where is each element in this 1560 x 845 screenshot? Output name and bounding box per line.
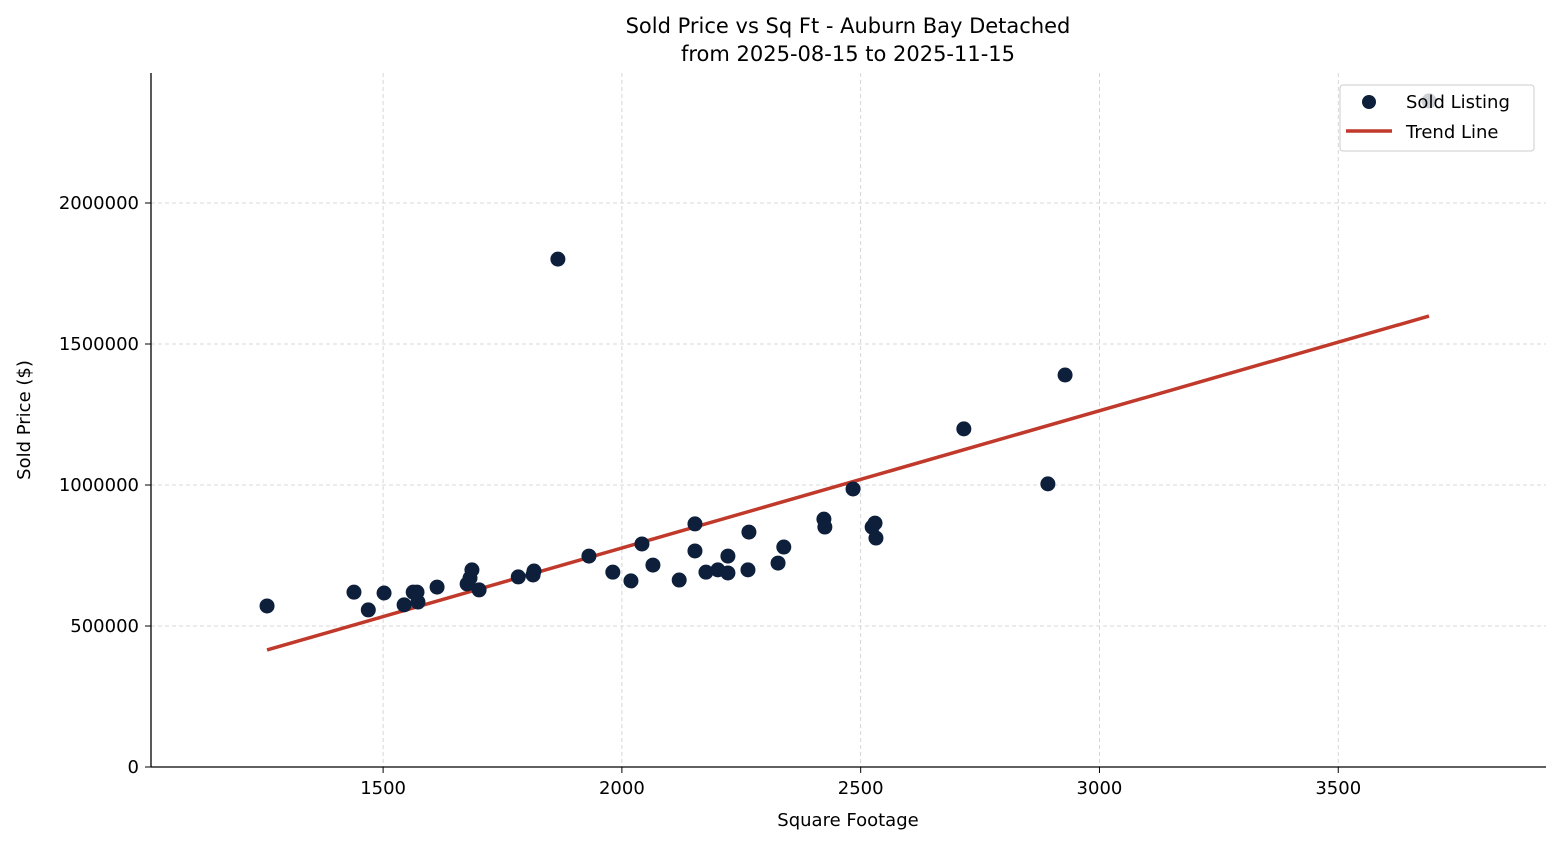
data-point (396, 597, 412, 613)
x-tick-label: 2000 (599, 778, 645, 799)
data-point (867, 515, 883, 531)
y-tick-label: 0 (128, 757, 139, 778)
data-point (698, 564, 714, 580)
legend-label-trend-line: Trend Line (1405, 122, 1499, 143)
y-tick-label: 1500000 (59, 334, 139, 355)
x-tick-label: 2500 (838, 778, 884, 799)
x-tick-label: 1500 (360, 778, 406, 799)
chart-title: Sold Price vs Sq Ft - Auburn Bay Detache… (626, 14, 1071, 38)
legend-marker-sold-listing (1362, 95, 1376, 109)
data-point (605, 564, 621, 580)
data-point (776, 539, 792, 555)
data-point (645, 557, 661, 573)
chart-subtitle: from 2025-08-15 to 2025-11-15 (681, 42, 1015, 66)
y-tick-label: 500000 (70, 616, 139, 637)
legend-label-sold-listing: Sold Listing (1406, 92, 1510, 113)
y-tick-label: 2000000 (59, 193, 139, 214)
x-tick-label: 3000 (1077, 778, 1123, 799)
data-point (720, 548, 736, 564)
x-tick-label: 3500 (1315, 778, 1361, 799)
data-point (868, 530, 884, 546)
data-point (845, 481, 861, 497)
data-point (671, 572, 687, 588)
data-point (817, 519, 833, 535)
data-point (1057, 367, 1073, 383)
data-point (956, 421, 972, 437)
data-point (360, 602, 376, 618)
y-axis-label: Sold Price ($) (14, 360, 35, 480)
data-point (687, 543, 703, 559)
data-point (409, 584, 425, 600)
legend-box (1339, 84, 1535, 152)
x-axis-label: Square Footage (777, 810, 918, 831)
data-point (376, 585, 392, 601)
data-point (259, 598, 275, 614)
data-point (471, 582, 487, 598)
data-point (770, 555, 786, 571)
data-point (429, 579, 445, 595)
trend-line-layer (266, 314, 1430, 652)
data-point (741, 524, 757, 540)
data-point (581, 548, 597, 564)
data-point (1040, 476, 1056, 492)
data-point (550, 251, 566, 267)
data-point (346, 584, 362, 600)
data-point (525, 567, 541, 583)
data-point (623, 573, 639, 589)
y-tick-label: 1000000 (59, 475, 139, 496)
legend: Sold Listing Trend Line (1339, 84, 1535, 152)
data-point (464, 562, 480, 578)
data-point (740, 562, 756, 578)
axes: 1500 2000 2500 3000 3500 0 500000 1000000 150000… (59, 73, 1546, 799)
data-point (634, 536, 650, 552)
data-point (720, 565, 736, 581)
grid (151, 73, 1546, 767)
trend-line (266, 314, 1430, 652)
data-point (687, 516, 703, 532)
points-layer (259, 93, 1437, 618)
data-point (510, 569, 526, 585)
